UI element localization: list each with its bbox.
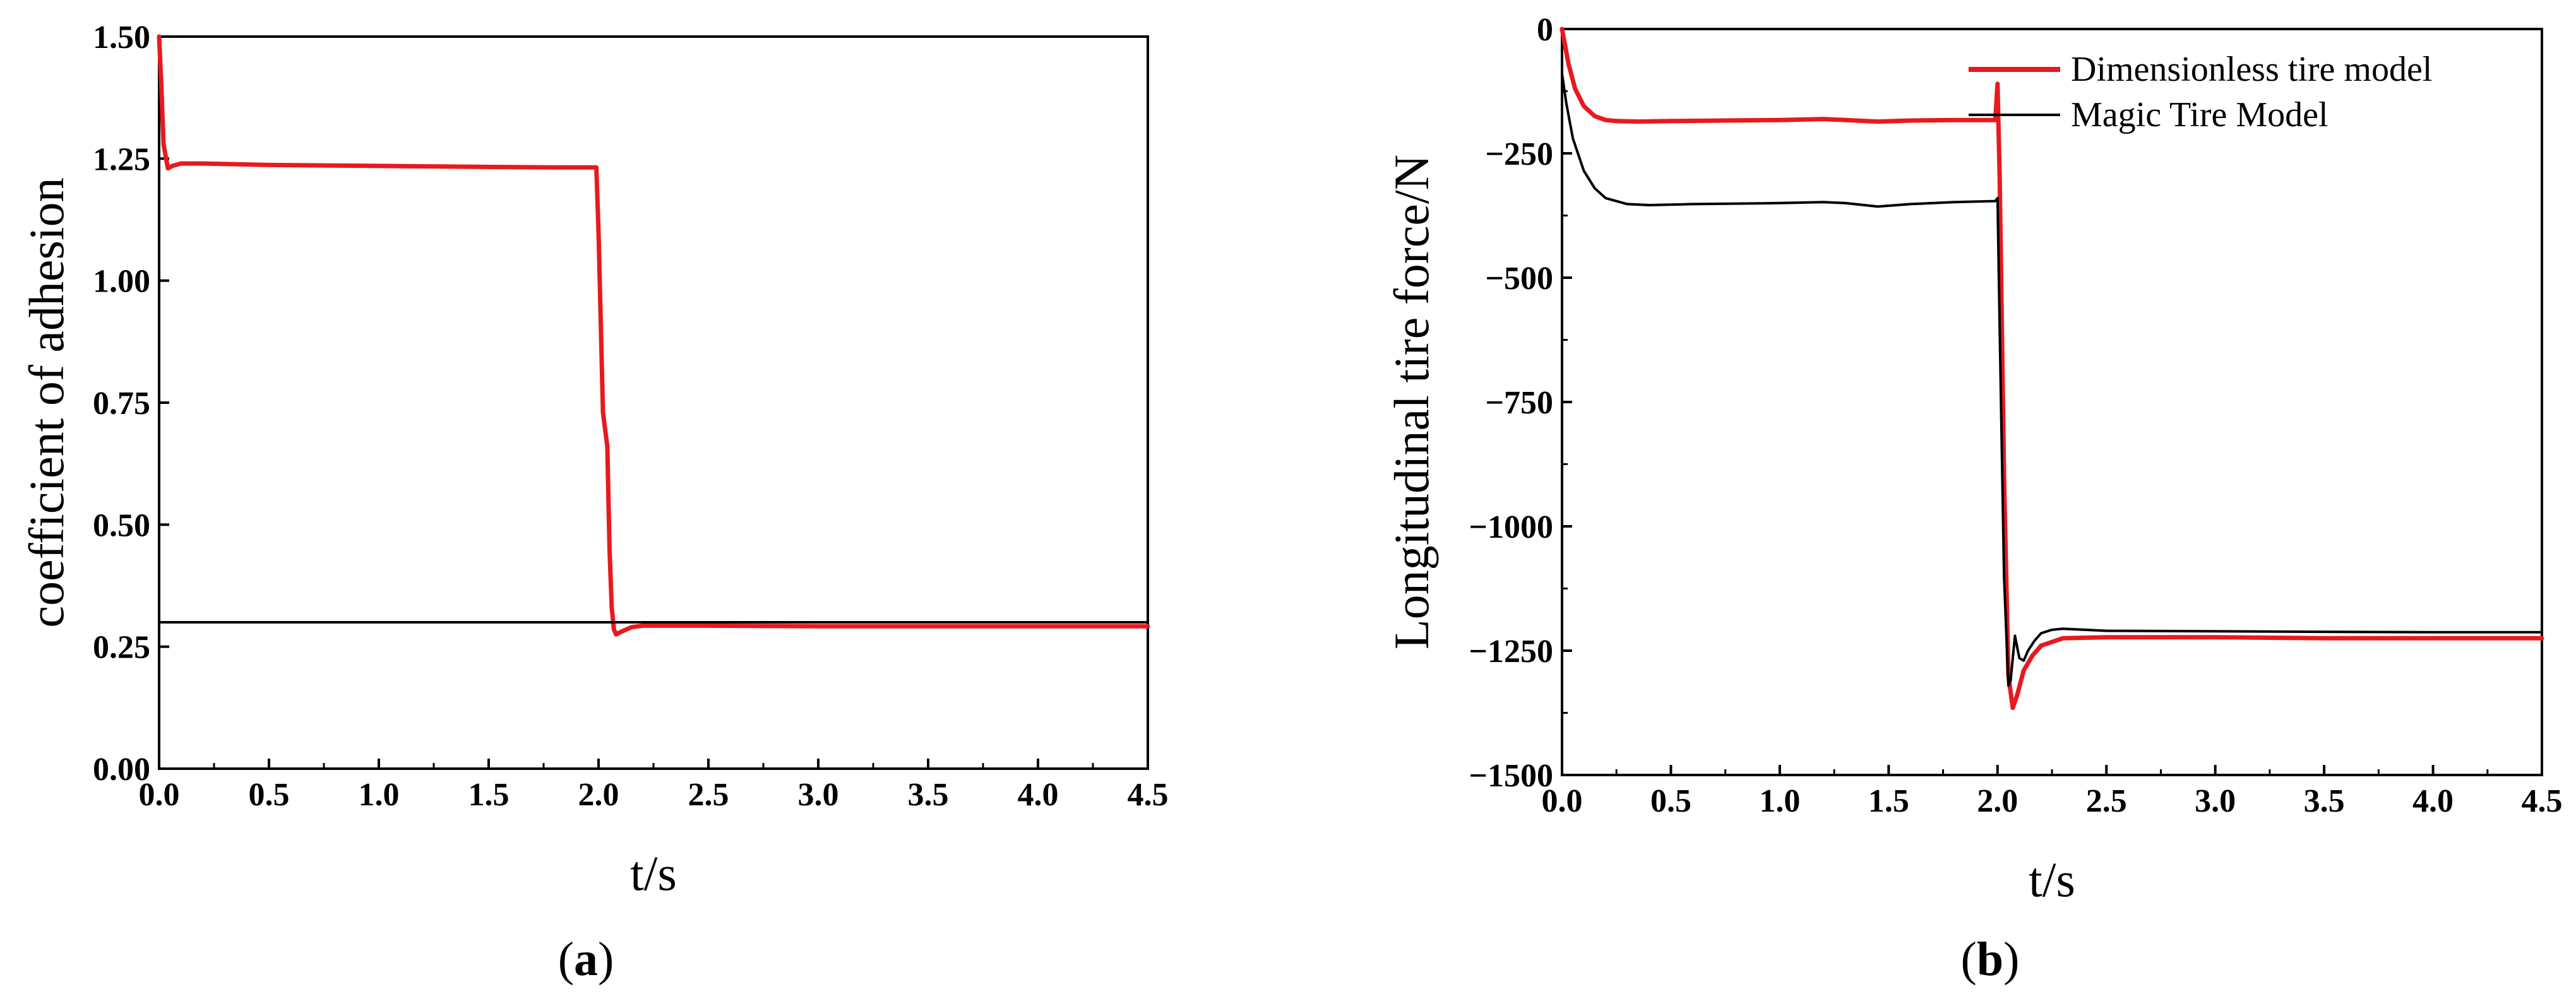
x-tick-label: 4.0	[2412, 783, 2454, 819]
x-tick-label: 2.0	[578, 777, 619, 813]
y-tick-label: −1500	[1469, 758, 1553, 794]
x-axis-b: 0.0 0.5 1.0 1.5 2.0 2.5 3.0 3.5 4.0 4.5	[1542, 765, 2563, 819]
x-tick-label: 4.5	[1128, 777, 1169, 813]
series-line-a-1	[157, 34, 1150, 637]
y-tick-label: 0.75	[93, 386, 150, 422]
legend: Dimensionless tire model Magic Tire Mode…	[1969, 50, 2432, 134]
x-tick-label: 1.5	[1868, 783, 1909, 819]
caption-letter-b: b	[1977, 933, 2003, 986]
panel-caption-a: (a)	[558, 933, 614, 986]
y-tick-label: 1.50	[93, 20, 150, 56]
caption-letter-a: a	[574, 933, 598, 986]
x-tick-label: 0.0	[139, 777, 180, 813]
legend-label-magic: Magic Tire Model	[2071, 95, 2329, 134]
y-axis-b: 0 −250 −500 −750 −1000 −1250 −1500	[1469, 12, 1572, 794]
x-tick-label: 2.5	[2086, 783, 2127, 819]
y-tick-label: −500	[1485, 261, 1553, 297]
x-tick-label: 1.5	[468, 777, 510, 813]
y-tick-label: 1.25	[93, 141, 150, 177]
x-tick-label: 2.0	[1977, 783, 2018, 819]
x-tick-label: 1.0	[359, 777, 400, 813]
x-axis-a: 0.0 0.5 1.0 1.5 2.0 2.5 3.0 3.5 4.0 4.5	[139, 759, 1169, 813]
y-tick-label: 1.00	[93, 264, 150, 300]
x-tick-label: 2.5	[688, 777, 729, 813]
x-tick-label: 3.5	[908, 777, 949, 813]
y-tick-label: −250	[1485, 136, 1553, 172]
x-axis-label-a: t/s	[630, 846, 677, 901]
x-tick-label: 4.5	[2522, 783, 2563, 819]
y-tick-label: −1000	[1469, 509, 1553, 545]
x-axis-label-b: t/s	[2029, 852, 2075, 907]
y-tick-label: 0.25	[93, 630, 150, 666]
series-lines-b	[1559, 27, 2544, 711]
x-tick-label: 3.0	[798, 777, 839, 813]
chart-b: 0.0 0.5 1.0 1.5 2.0 2.5 3.0 3.5 4.0 4.5 0 −250 −500…	[1384, 12, 2563, 986]
x-tick-label: 0.5	[1650, 783, 1691, 819]
x-tick-label: 4.0	[1018, 777, 1059, 813]
x-tick-label: 0.0	[1542, 783, 1583, 819]
x-tick-label: 3.0	[2195, 783, 2236, 819]
y-tick-label: 0.50	[93, 507, 150, 543]
x-tick-label: 1.0	[1759, 783, 1800, 819]
legend-label-dimensionless: Dimensionless tire model	[2071, 50, 2432, 89]
y-tick-label: −1250	[1469, 634, 1553, 670]
y-axis-label-b: Longitudinal tire force/N	[1384, 155, 1439, 649]
y-axis-label-a: coefficient of adhesion	[19, 177, 74, 627]
series-line-b-2	[1561, 72, 2543, 687]
y-tick-label: 0.00	[93, 752, 150, 788]
x-tick-label: 0.5	[249, 777, 290, 813]
series-line-b-1	[1559, 27, 2544, 711]
y-tick-label: 0	[1537, 12, 1553, 48]
series-lines-a	[157, 34, 1150, 637]
y-tick-label: −750	[1485, 385, 1553, 421]
chart-a: 0.0 0.5 1.0 1.5 2.0 2.5 3.0 3.5 4.0 4.5 0.00 0.25 0…	[19, 20, 1169, 986]
x-tick-label: 3.5	[2304, 783, 2345, 819]
panel-caption-b: (b)	[1961, 933, 2020, 986]
